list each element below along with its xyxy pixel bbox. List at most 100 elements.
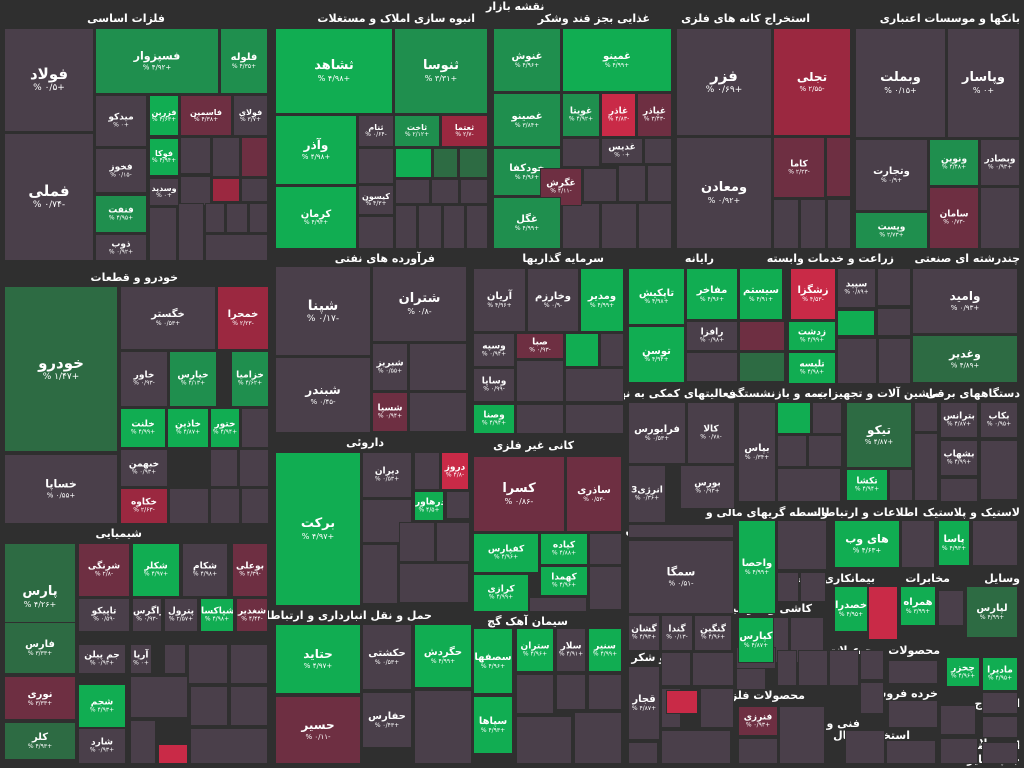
- symbol-tile[interactable]: وخارزم -۰/۹ %: [527, 268, 579, 332]
- symbol-tile[interactable]: بشهاب +۴/۹۹ %: [940, 440, 978, 476]
- treemap-cell[interactable]: [779, 706, 825, 764]
- symbol-tile[interactable]: وتجارت +۰/۹ %: [855, 139, 928, 211]
- symbol-tile[interactable]: نوری +۳/۳۳ %: [4, 676, 76, 720]
- symbol-tile[interactable]: حفارس +۰/۴۳ %: [362, 692, 412, 748]
- symbol-tile[interactable]: کیاده +۴/۸۸ %: [540, 533, 588, 565]
- treemap-cell[interactable]: [739, 321, 785, 351]
- treemap-cell[interactable]: [773, 199, 799, 249]
- treemap-cell[interactable]: [736, 666, 766, 690]
- symbol-tile[interactable]: خپارس +۴/۱۳ %: [169, 351, 217, 407]
- treemap-cell[interactable]: [798, 650, 828, 686]
- symbol-tile[interactable]: سنیر +۴/۹۹ %: [588, 628, 622, 672]
- symbol-tile[interactable]: دیران +۰/۵۳ %: [362, 452, 412, 498]
- treemap-cell[interactable]: [628, 524, 734, 538]
- symbol-tile[interactable]: وصنا +۴/۹۴ %: [473, 404, 515, 434]
- treemap-cell[interactable]: [583, 168, 617, 202]
- treemap-cell[interactable]: [212, 178, 240, 202]
- symbol-tile[interactable]: حسیر -۰/۱۱ %: [275, 696, 361, 764]
- treemap-cell[interactable]: [226, 203, 248, 233]
- symbol-tile[interactable]: کالا -۰/۷۸ %: [687, 402, 735, 464]
- treemap-cell[interactable]: [399, 563, 469, 603]
- treemap-cell[interactable]: [529, 597, 587, 612]
- treemap-cell[interactable]: [972, 520, 1018, 566]
- treemap-cell[interactable]: [980, 440, 1018, 500]
- symbol-tile[interactable]: فسپزوار +۴/۹۲ %: [95, 28, 219, 94]
- symbol-tile[interactable]: مفاخر +۴/۹۶ %: [686, 268, 738, 320]
- treemap-cell[interactable]: [358, 216, 394, 249]
- symbol-tile[interactable]: غپاذر -۳/۴۳ %: [637, 93, 672, 137]
- symbol-tile[interactable]: تجلی -۲/۵۵ %: [773, 28, 851, 136]
- symbol-tile[interactable]: چخزر +۴/۹۶ %: [946, 657, 980, 687]
- treemap-cell[interactable]: [808, 435, 842, 467]
- symbol-tile[interactable]: غاذر -۴/۸۳ %: [601, 93, 636, 137]
- treemap-cell[interactable]: [241, 137, 268, 177]
- treemap-cell[interactable]: [628, 742, 658, 764]
- symbol-tile[interactable]: گندا -۰/۱۳ %: [661, 615, 693, 651]
- symbol-tile[interactable]: تکشا +۴/۹۴ %: [846, 469, 888, 501]
- treemap-cell[interactable]: [777, 520, 827, 570]
- treemap-cell[interactable]: [600, 333, 624, 367]
- symbol-tile[interactable]: آریا +۰ %: [130, 644, 152, 674]
- treemap-cell[interactable]: [868, 586, 898, 640]
- treemap-cell[interactable]: [516, 404, 564, 434]
- symbol-tile[interactable]: خبهمن +۰/۹۳ %: [120, 449, 168, 487]
- symbol-tile[interactable]: ثشاهد +۴/۹۸ %: [275, 28, 393, 114]
- symbol-tile[interactable]: فاسمین +۴/۳۸ %: [180, 95, 232, 136]
- symbol-tile[interactable]: وپست +۲/۷۳ %: [855, 212, 928, 249]
- symbol-tile[interactable]: شسپا +۰/۹۴ %: [372, 392, 408, 432]
- treemap-cell[interactable]: [800, 572, 826, 602]
- treemap-cell[interactable]: [980, 187, 1020, 249]
- treemap-cell[interactable]: [210, 449, 238, 487]
- symbol-tile[interactable]: زاگرس -۰/۹۳ %: [132, 598, 162, 632]
- symbol-tile[interactable]: شغدیر -۴/۴۴ %: [236, 598, 268, 632]
- symbol-tile[interactable]: شپنا -۰/۱۷ %: [275, 266, 371, 356]
- symbol-tile[interactable]: غمینو +۴/۹۹ %: [562, 28, 672, 92]
- treemap-cell[interactable]: [837, 310, 875, 336]
- treemap-cell[interactable]: [982, 716, 1018, 738]
- treemap-cell[interactable]: [901, 520, 935, 568]
- treemap-cell[interactable]: [889, 469, 913, 501]
- treemap-cell[interactable]: [777, 435, 807, 467]
- symbol-tile[interactable]: فلوله +۴/۳۵ %: [220, 28, 268, 94]
- symbol-tile[interactable]: میدکو +۰ %: [95, 95, 147, 147]
- treemap-cell[interactable]: [436, 522, 470, 562]
- treemap-cell[interactable]: [777, 468, 841, 502]
- treemap-cell[interactable]: [230, 644, 268, 684]
- symbol-tile[interactable]: بکاب +۰/۹۵ %: [980, 402, 1018, 438]
- symbol-tile[interactable]: فارس +۳/۳۳ %: [4, 622, 76, 674]
- symbol-tile[interactable]: ومدیر +۴/۹۹ %: [580, 268, 624, 332]
- treemap-cell[interactable]: [409, 343, 467, 391]
- treemap-cell[interactable]: [205, 234, 268, 261]
- symbol-tile[interactable]: سمگا -۰/۵۱ %: [628, 540, 734, 614]
- symbol-tile[interactable]: وغدیر +۴/۸۹ %: [912, 335, 1018, 383]
- symbol-tile[interactable]: سپید +۰/۸۹ %: [837, 268, 876, 308]
- treemap-cell[interactable]: [395, 179, 430, 204]
- treemap-cell[interactable]: [164, 644, 186, 674]
- symbol-tile[interactable]: ونوین +۴/۴۸ %: [929, 139, 979, 186]
- symbol-tile[interactable]: ومعادن +۰/۹۲ %: [676, 137, 772, 249]
- symbol-tile[interactable]: شکلر +۴/۹۷ %: [132, 543, 180, 597]
- treemap-cell[interactable]: [827, 199, 851, 249]
- symbol-tile[interactable]: ساذری -۰/۵۳ %: [566, 456, 622, 532]
- treemap-cell[interactable]: [940, 738, 978, 764]
- treemap-cell[interactable]: [601, 203, 637, 249]
- symbol-tile[interactable]: بورس +۰/۹۳ %: [680, 465, 735, 509]
- symbol-tile[interactable]: خمحرا -۲/۲۳ %: [217, 286, 269, 350]
- symbol-tile[interactable]: سامان -۰/۷۳ %: [929, 187, 979, 249]
- treemap-cell[interactable]: [661, 730, 731, 764]
- symbol-tile[interactable]: فملی -۰/۷۴ %: [4, 133, 94, 261]
- symbol-tile[interactable]: کلر +۴/۹۳ %: [4, 722, 76, 760]
- symbol-tile[interactable]: وپاسار +۰ %: [947, 28, 1020, 138]
- treemap-cell[interactable]: [860, 682, 884, 714]
- treemap-cell[interactable]: [249, 203, 268, 233]
- symbol-tile[interactable]: ثنوسا +۳/۳۱ %: [394, 28, 488, 114]
- symbol-tile[interactable]: بترانس +۴/۸۷ %: [940, 402, 978, 438]
- treemap-cell[interactable]: [205, 203, 225, 233]
- treemap-cell[interactable]: [169, 488, 209, 524]
- treemap-cell[interactable]: [516, 674, 554, 714]
- symbol-tile[interactable]: بوعلی -۴/۳۹ %: [232, 543, 268, 597]
- symbol-tile[interactable]: سصفها +۴/۹۶ %: [473, 628, 513, 694]
- symbol-tile[interactable]: خلنت +۴/۹۹ %: [120, 408, 166, 448]
- treemap-cell[interactable]: [739, 352, 785, 382]
- treemap-cell[interactable]: [589, 533, 622, 565]
